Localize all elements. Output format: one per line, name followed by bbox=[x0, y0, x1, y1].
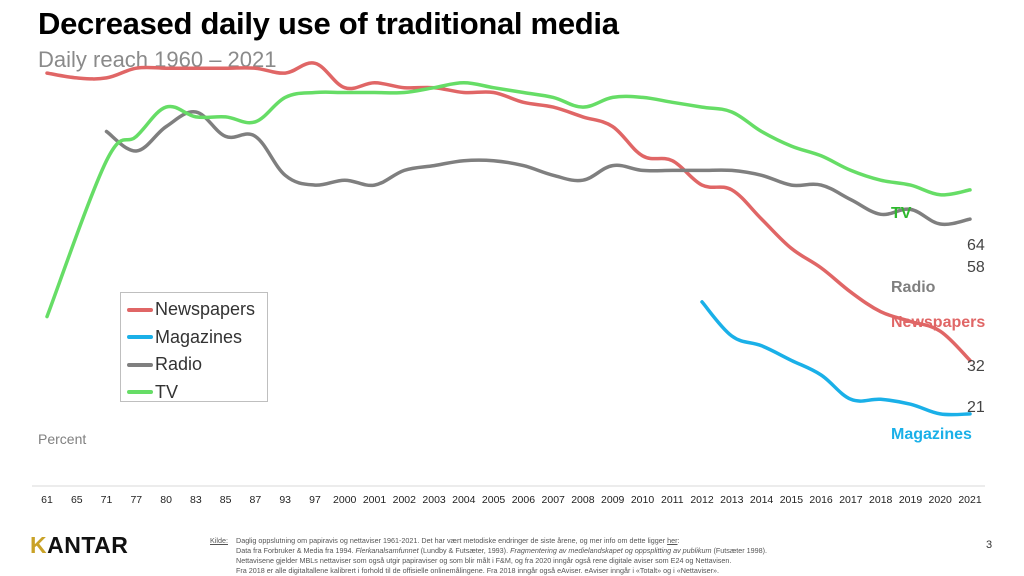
legend-swatch-magazines bbox=[127, 335, 153, 340]
x-tick-label: 2007 bbox=[542, 494, 566, 506]
footnote-text-1: Daglig oppslutning om papiravis og netta… bbox=[236, 536, 668, 545]
series-label-radio: Radio bbox=[891, 279, 936, 296]
end-value-magazines: 21 bbox=[967, 399, 985, 416]
series-line-magazines bbox=[700, 300, 972, 417]
footnote-line-4: Fra 2018 er alle digitaltallene kalibrer… bbox=[236, 566, 720, 575]
x-tick-label: 93 bbox=[279, 494, 291, 506]
x-tick-label: 77 bbox=[130, 494, 142, 506]
x-tick-label: 2019 bbox=[899, 494, 923, 506]
x-tick-label: 85 bbox=[220, 494, 232, 506]
source-footnote: Kilde: Daglig oppslutning om papiravis o… bbox=[210, 536, 970, 576]
series-line-newspapers bbox=[45, 61, 972, 363]
legend-item-magazines: Magazines bbox=[121, 324, 267, 352]
footnote-line-1: Kilde: Daglig oppslutning om papiravis o… bbox=[210, 536, 970, 546]
x-tick-label: 2002 bbox=[393, 494, 417, 506]
x-tick-label: 2000 bbox=[333, 494, 357, 506]
x-tick-label: 97 bbox=[309, 494, 321, 506]
x-tick-label: 2009 bbox=[601, 494, 625, 506]
series-label-newspapers: Newspapers bbox=[891, 314, 986, 331]
end-value-tv: 64 bbox=[967, 237, 985, 254]
legend-swatch-tv bbox=[127, 390, 153, 395]
x-tick-label: 2001 bbox=[363, 494, 387, 506]
x-tick-label: 83 bbox=[190, 494, 202, 506]
chart-title: Decreased daily use of traditional media bbox=[38, 6, 619, 41]
end-value-radio: 58 bbox=[967, 259, 985, 276]
x-tick-label: 2004 bbox=[452, 494, 476, 506]
x-tick-label: 2021 bbox=[958, 494, 982, 506]
legend-label-tv: TV bbox=[155, 381, 179, 402]
series-label-tv: TV bbox=[891, 205, 912, 222]
x-tick-label: 87 bbox=[250, 494, 262, 506]
footnote-text-2d: Fragmentering av medielandskapet og opps… bbox=[510, 546, 712, 555]
series-label-magazines: Magazines bbox=[891, 426, 972, 443]
x-tick-label: 80 bbox=[160, 494, 172, 506]
legend-item-tv: TV bbox=[121, 379, 267, 407]
x-tick-label: 2015 bbox=[780, 494, 804, 506]
x-tick-label: 65 bbox=[71, 494, 83, 506]
legend-label-newspapers: Newspapers bbox=[155, 299, 256, 320]
x-tick-label: 2011 bbox=[661, 494, 684, 506]
legend-swatch-radio bbox=[127, 362, 153, 367]
x-tick-label: 2010 bbox=[631, 494, 655, 506]
footnote-text-2a: Data fra Forbruker & Media fra 1994. bbox=[236, 546, 356, 555]
footnote-text-2e: (Futsæter 1998). bbox=[711, 546, 767, 555]
page-number: 3 bbox=[986, 539, 993, 551]
footnote-line-2: Data fra Forbruker & Media fra 1994. Fle… bbox=[210, 546, 970, 556]
footnote-text-2b: Flerkanalsamfunnet bbox=[355, 546, 419, 555]
y-axis-label: Percent bbox=[38, 431, 87, 447]
x-tick-label: 2014 bbox=[750, 494, 774, 506]
x-tick-label: 2020 bbox=[929, 494, 953, 506]
series-line-radio bbox=[104, 110, 972, 227]
source-link[interactable]: her bbox=[667, 536, 678, 545]
end-value-newspapers: 32 bbox=[967, 358, 985, 375]
footnote-line-3: Nettavisene gjelder MBLs nettaviser som … bbox=[236, 556, 732, 565]
x-tick-label: 2006 bbox=[512, 494, 536, 506]
footnote-text-2c: (Lundby & Futsæter, 1993). bbox=[418, 546, 511, 555]
x-tick-label: 71 bbox=[101, 494, 113, 506]
x-tick-label: 2016 bbox=[809, 494, 833, 506]
legend-item-radio: Radio bbox=[121, 351, 267, 379]
x-tick-label: 2008 bbox=[571, 494, 595, 506]
footnote-text-1-end: : bbox=[677, 536, 680, 545]
series-line-tv bbox=[45, 81, 972, 319]
kantar-logo: KANTAR bbox=[30, 532, 129, 558]
x-tick-label: 2013 bbox=[720, 494, 744, 506]
legend-swatch-newspapers bbox=[127, 307, 153, 312]
legend-label-radio: Radio bbox=[155, 354, 203, 375]
x-tick-label: 61 bbox=[41, 494, 53, 506]
legend-label-magazines: Magazines bbox=[155, 326, 243, 347]
series-layer bbox=[45, 61, 972, 417]
x-tick-labels: 61 65 71 77 80 83 85 87 93 97 2000 2001 2002 2003 2004… bbox=[41, 494, 982, 506]
x-tick-label: 2003 bbox=[422, 494, 446, 506]
chart-legend: Newspapers Magazines Radio TV bbox=[120, 292, 268, 402]
legend-item-newspapers: Newspapers bbox=[121, 296, 267, 324]
x-tick-label: 2012 bbox=[690, 494, 714, 506]
x-tick-label: 2005 bbox=[482, 494, 506, 506]
x-tick-label: 2017 bbox=[839, 494, 863, 506]
source-label: Kilde: bbox=[210, 536, 228, 545]
x-tick-label: 2018 bbox=[869, 494, 893, 506]
